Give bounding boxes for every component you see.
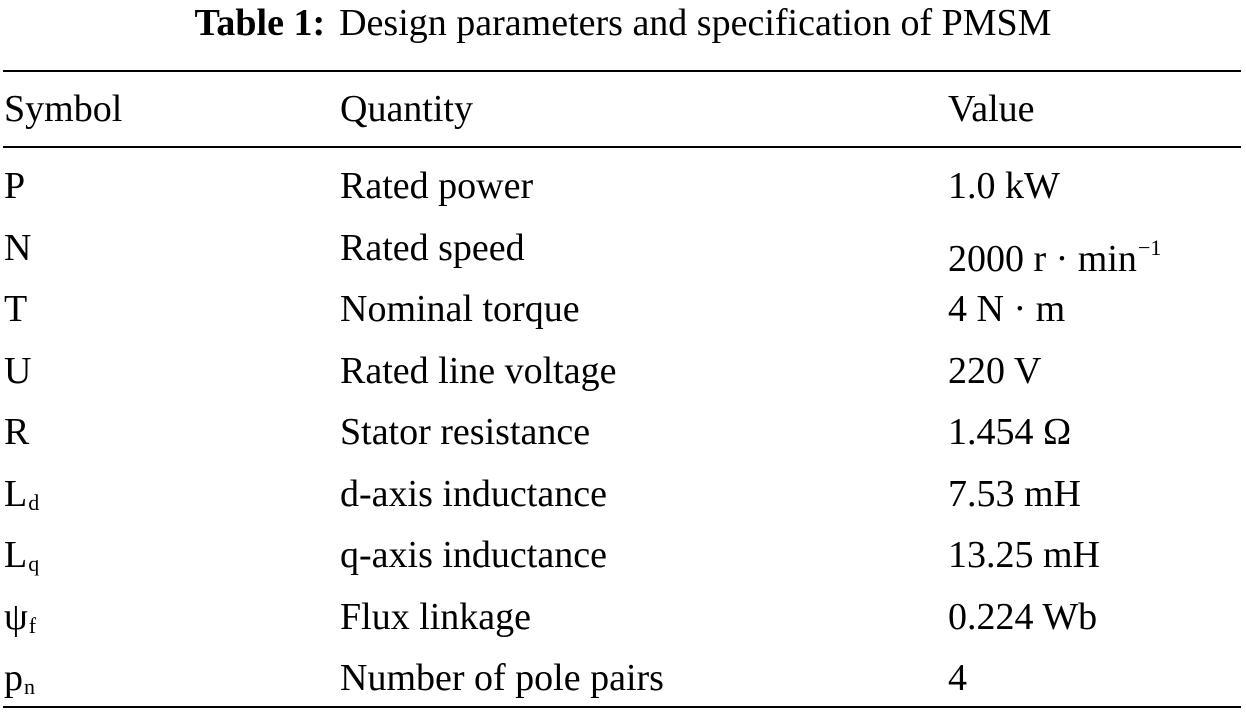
row-value: 0.224 Wb (948, 594, 1097, 640)
row-symbol-base: L (4, 534, 28, 576)
row-symbol: Lq (4, 532, 39, 587)
row-symbol-subscript: d (28, 490, 40, 515)
header-symbol: Symbol (4, 88, 123, 130)
row-value: 2000 r · min−1 (948, 225, 1161, 282)
row-quantity: Rated speed (340, 227, 525, 269)
row-symbol: ψf (4, 594, 36, 649)
row-symbol-base: R (4, 411, 30, 453)
row-symbol: R (4, 409, 29, 455)
row-value: 1.0 kW (948, 163, 1060, 209)
row-value: 4 N · m (948, 286, 1065, 332)
row-quantity: d-axis inductance (340, 473, 607, 515)
row-quantity: Number of pole pairs (340, 657, 664, 699)
table-caption-text: Design parameters and specification of P… (339, 2, 1052, 44)
row-value: 13.25 mH (948, 532, 1100, 578)
row-value-superscript: −1 (1137, 235, 1162, 260)
row-value-text: 7.53 mH (948, 473, 1081, 515)
row-symbol-subscript: n (24, 674, 35, 699)
header-rule (3, 146, 1241, 148)
row-value-text: 4 (948, 657, 967, 699)
row-value: 220 V (948, 348, 1041, 394)
row-value-text: 13.25 mH (948, 534, 1100, 576)
row-value: 1.454 Ω (948, 409, 1071, 455)
row-value-text: 220 V (948, 350, 1042, 392)
row-symbol-base: L (4, 473, 28, 515)
row-quantity: Stator resistance (340, 411, 591, 453)
row-quantity: Rated line voltage (340, 350, 617, 392)
row-value-text: 2000 r · min (948, 238, 1137, 280)
row-quantity: Rated power (340, 165, 534, 207)
row-symbol-base: p (4, 657, 23, 699)
row-symbol-base: U (4, 350, 32, 392)
row-value: 7.53 mH (948, 471, 1081, 517)
header-quantity: Quantity (340, 88, 473, 130)
row-value-text: 4 N · m (948, 288, 1066, 330)
row-symbol-subscript: f (28, 613, 37, 638)
row-symbol-base: N (4, 227, 32, 269)
row-quantity: Flux linkage (340, 596, 532, 638)
bottom-rule (3, 706, 1241, 708)
table-caption: Table 1: Design parameters and specificat… (0, 0, 1246, 46)
row-value-text: 0.224 Wb (948, 596, 1098, 638)
row-symbol-base: ψ (4, 596, 28, 638)
row-symbol: N (4, 225, 31, 271)
top-rule (3, 70, 1241, 72)
row-quantity: Nominal torque (340, 288, 580, 330)
row-symbol-subscript: q (28, 551, 40, 576)
row-symbol: T (4, 286, 27, 332)
row-symbol: P (4, 163, 25, 209)
row-symbol-base: P (4, 165, 26, 207)
row-value: 4 (948, 655, 967, 701)
row-value-text: 1.454 Ω (948, 411, 1072, 453)
header-value: Value (948, 88, 1035, 130)
row-quantity: q-axis inductance (340, 534, 607, 576)
row-value-text: 1.0 kW (948, 165, 1060, 207)
table-caption-label: Table 1: (194, 2, 326, 44)
row-symbol: U (4, 348, 31, 394)
row-symbol: Ld (4, 471, 39, 526)
row-symbol: pn (4, 655, 35, 710)
row-symbol-base: T (4, 288, 28, 330)
